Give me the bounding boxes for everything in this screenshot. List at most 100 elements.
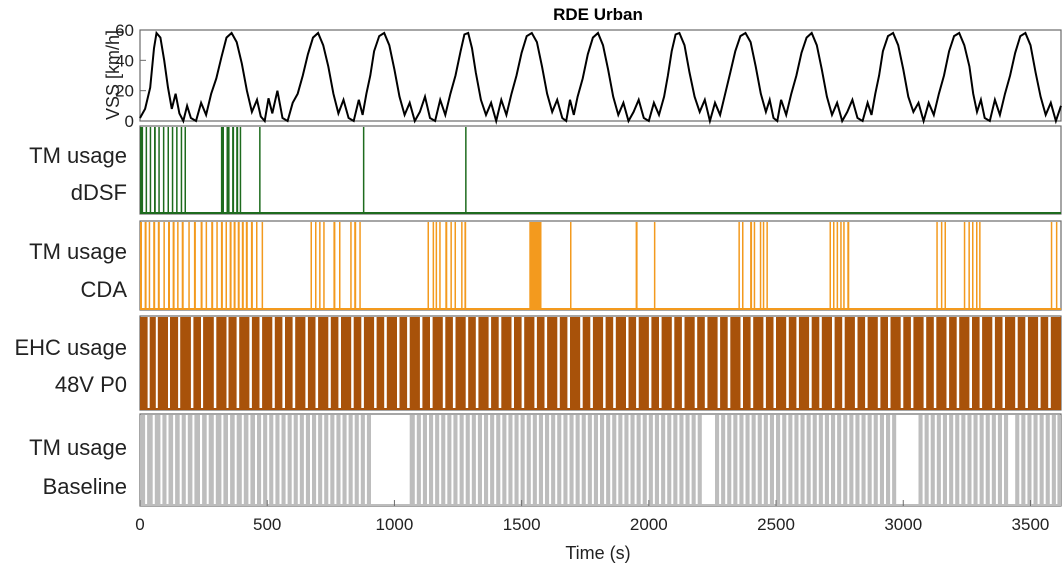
panel-frame-cda	[139, 220, 1062, 311]
usage-interval-bar	[239, 317, 250, 409]
usage-interval-bar	[1057, 415, 1061, 505]
usage-interval-bar	[636, 415, 641, 505]
usage-interval-bar	[843, 222, 845, 309]
usage-interval-bar	[757, 415, 762, 505]
usage-interval-bar	[318, 415, 323, 505]
usage-interval-bar	[251, 317, 260, 409]
usage-interval-bar	[942, 415, 947, 505]
usage-interval-bar	[606, 415, 611, 505]
usage-interval-bar	[861, 415, 866, 505]
usage-interval-bar	[147, 415, 153, 505]
usage-interval-bar	[739, 415, 744, 505]
usage-interval-bar	[305, 415, 310, 505]
usage-interval-bar	[256, 222, 258, 309]
usage-interval-bar	[354, 415, 359, 505]
usage-interval-bar	[459, 415, 464, 505]
usage-interval-bar	[685, 415, 690, 505]
usage-interval-bar	[721, 415, 726, 505]
usage-interval-bar	[241, 222, 244, 309]
usage-interval-bar	[220, 127, 224, 213]
usage-interval-bar	[743, 317, 751, 409]
usage-interval-bar	[1005, 317, 1016, 409]
speed-panel: 0 20 40 60 VSS [km/h]	[103, 21, 1062, 131]
usage-interval-bar	[193, 222, 196, 309]
usage-interval-bar	[233, 222, 236, 309]
usage-interval-bar	[520, 415, 525, 505]
usage-interval-bar	[339, 222, 341, 309]
usage-interval-bar	[181, 222, 184, 309]
usage-interval-bar	[720, 317, 728, 409]
x-tick-label: 3500	[1012, 515, 1050, 534]
usage-interval-bar	[618, 415, 623, 505]
usage-interval-bar	[350, 222, 352, 309]
usage-interval-bar	[532, 415, 537, 505]
usage-interval-bar	[557, 415, 562, 505]
usage-interval-bar	[691, 415, 696, 505]
usage-interval-bar	[341, 317, 352, 409]
usage-interval-bar	[867, 317, 878, 409]
usage-interval-bar	[581, 415, 586, 505]
usage-interval-bar	[245, 222, 248, 309]
usage-interval-bar	[409, 317, 420, 409]
usage-interval-bar	[918, 415, 923, 505]
usage-interval-bar	[162, 415, 167, 505]
usage-interval-bar	[833, 222, 835, 309]
usage-interval-bar	[766, 222, 768, 309]
usage-interval-bar	[416, 415, 421, 505]
usage-interval-bar	[162, 127, 165, 213]
usage-interval-bar	[1017, 317, 1026, 409]
usage-interval-bar	[653, 222, 656, 309]
usage-interval-bar	[1050, 222, 1053, 309]
usage-interval-bar	[429, 415, 434, 505]
usage-interval-bar	[1045, 415, 1050, 505]
usage-interval-bar	[563, 415, 568, 505]
usage-interval-bar	[171, 127, 174, 213]
usage-interval-bar	[605, 317, 614, 409]
usage-interval-bar	[829, 222, 831, 309]
usage-interval-bar	[924, 415, 929, 505]
usage-interval-bar	[464, 222, 467, 309]
usage-interval-bar	[867, 415, 872, 505]
y-tick-label: 0	[125, 112, 134, 131]
usage-interval-bar	[274, 317, 283, 409]
usage-interval-bar	[275, 415, 280, 505]
usage-interval-bar	[762, 222, 765, 309]
usage-interval-bar	[447, 415, 452, 505]
usage-interval-bar	[432, 222, 435, 309]
usage-interval-bar	[261, 222, 264, 309]
usage-interval-bar	[843, 415, 848, 505]
usage-interval-bar	[944, 222, 946, 309]
usage-interval-bar	[202, 415, 207, 505]
usage-interval-bar	[281, 415, 286, 505]
usage-interval-bar	[409, 415, 415, 505]
usage-interval-bar	[836, 222, 839, 309]
usage-interval-bar	[753, 222, 756, 309]
usage-interval-bar	[484, 415, 489, 505]
usage-interval-bar	[545, 415, 550, 505]
usage-interval-bar	[319, 222, 321, 309]
usage-interval-bar	[742, 222, 744, 309]
usage-interval-bar	[697, 317, 705, 409]
speed-series-line	[139, 30, 1062, 125]
usage-interval-bar	[886, 415, 891, 505]
usage-interval-bar	[759, 222, 762, 309]
usage-interval-bar	[496, 415, 501, 505]
usage-interval-bar	[913, 317, 924, 409]
usage-interval-bar	[140, 415, 146, 505]
usage-interval-bar	[821, 317, 832, 409]
usage-interval-bar	[236, 415, 242, 505]
usage-interval-bar	[612, 415, 617, 505]
usage-interval-bar	[293, 415, 298, 505]
usage-interval-bar	[997, 415, 1002, 505]
usage-interval-bar	[180, 127, 183, 213]
usage-interval-bar	[435, 222, 438, 309]
usage-interval-bar	[471, 415, 476, 505]
usage-interval-bar	[547, 317, 558, 409]
usage-interval-bar	[269, 415, 274, 505]
usage-interval-bar	[979, 222, 981, 309]
usage-interval-bar	[465, 127, 467, 213]
usage-interval-bar	[879, 415, 884, 505]
usage-interval-bar	[491, 317, 499, 409]
usage-interval-bar	[776, 415, 781, 505]
usage-interval-bar	[890, 317, 901, 409]
